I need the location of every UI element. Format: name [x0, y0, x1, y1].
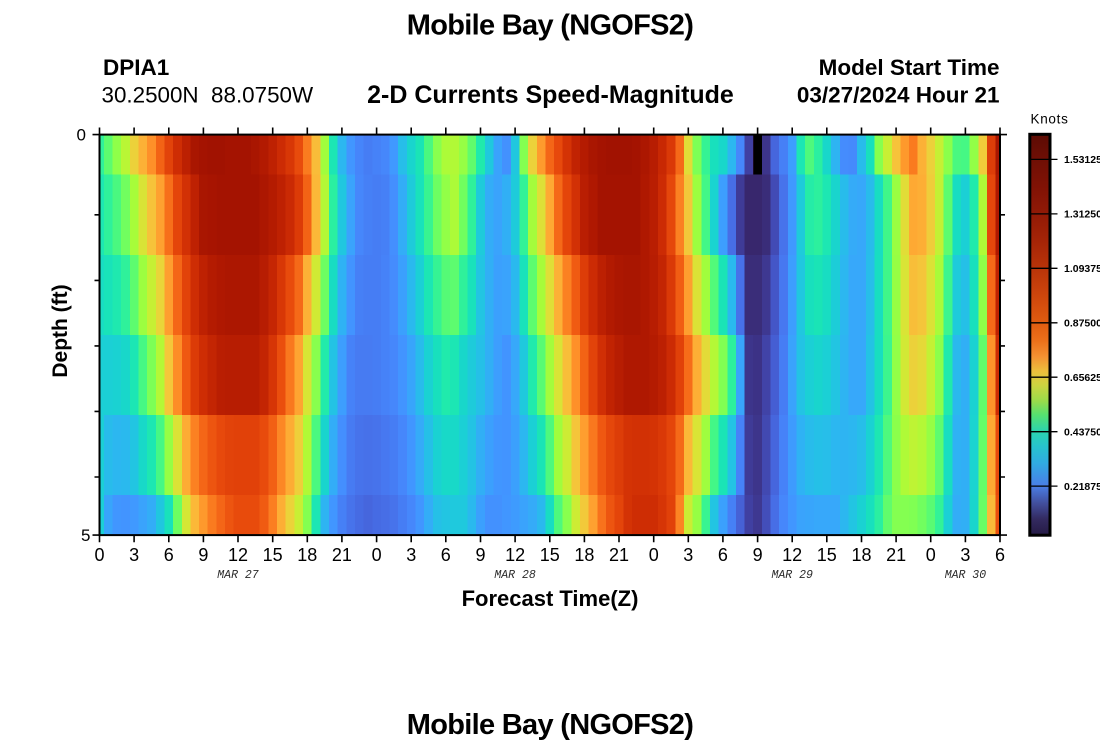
- svg-text:18: 18: [851, 545, 871, 565]
- svg-text:MAR 29: MAR 29: [771, 569, 813, 582]
- svg-text:18: 18: [574, 545, 594, 565]
- svg-text:15: 15: [817, 545, 837, 565]
- svg-text:6: 6: [164, 545, 174, 565]
- svg-text:0: 0: [649, 545, 659, 565]
- svg-text:1.53125: 1.53125: [1064, 154, 1100, 166]
- svg-text:1.09375: 1.09375: [1064, 263, 1100, 275]
- svg-text:0: 0: [372, 545, 382, 565]
- svg-text:2-D Currents Speed-Magnitude: 2-D Currents Speed-Magnitude: [367, 81, 734, 109]
- svg-text:0: 0: [94, 545, 104, 565]
- svg-text:MAR 27: MAR 27: [217, 569, 259, 582]
- svg-text:30.2500N 88.0750W: 30.2500N 88.0750W: [102, 83, 314, 108]
- svg-text:6: 6: [718, 545, 728, 565]
- svg-text:12: 12: [228, 545, 248, 565]
- svg-text:12: 12: [782, 545, 802, 565]
- svg-text:Forecast Time(Z): Forecast Time(Z): [462, 586, 639, 611]
- svg-text:9: 9: [753, 545, 763, 565]
- svg-text:1.31250: 1.31250: [1064, 209, 1100, 221]
- svg-text:9: 9: [475, 545, 485, 565]
- svg-text:0.65625: 0.65625: [1064, 372, 1100, 384]
- svg-text:5: 5: [81, 526, 90, 545]
- svg-text:0: 0: [926, 545, 936, 565]
- svg-text:15: 15: [540, 545, 560, 565]
- svg-text:0.43750: 0.43750: [1064, 427, 1100, 439]
- svg-text:3: 3: [129, 545, 139, 565]
- svg-text:MAR 28: MAR 28: [494, 569, 536, 582]
- svg-text:Knots: Knots: [1031, 112, 1069, 127]
- svg-text:9: 9: [198, 545, 208, 565]
- svg-text:Mobile Bay (NGOFS2): Mobile Bay (NGOFS2): [407, 10, 693, 42]
- svg-text:0: 0: [77, 126, 86, 145]
- svg-text:21: 21: [332, 545, 352, 565]
- svg-text:15: 15: [263, 545, 283, 565]
- svg-text:3: 3: [683, 545, 693, 565]
- svg-text:03/27/2024 Hour 21: 03/27/2024 Hour 21: [797, 83, 1000, 108]
- svg-text:21: 21: [609, 545, 629, 565]
- svg-text:3: 3: [406, 545, 416, 565]
- svg-text:6: 6: [995, 545, 1005, 565]
- svg-text:18: 18: [297, 545, 317, 565]
- svg-text:0.21875: 0.21875: [1064, 481, 1100, 493]
- svg-text:Depth (ft): Depth (ft): [49, 284, 72, 377]
- svg-text:DPIA1: DPIA1: [103, 55, 169, 80]
- svg-text:21: 21: [886, 545, 906, 565]
- svg-text:0.87500: 0.87500: [1064, 318, 1100, 330]
- svg-text:Model Start Time: Model Start Time: [819, 55, 1000, 80]
- svg-text:MAR 30: MAR 30: [945, 569, 987, 582]
- svg-text:Mobile Bay (NGOFS2): Mobile Bay (NGOFS2): [407, 709, 693, 741]
- svg-text:3: 3: [960, 545, 970, 565]
- svg-text:12: 12: [505, 545, 525, 565]
- svg-text:6: 6: [441, 545, 451, 565]
